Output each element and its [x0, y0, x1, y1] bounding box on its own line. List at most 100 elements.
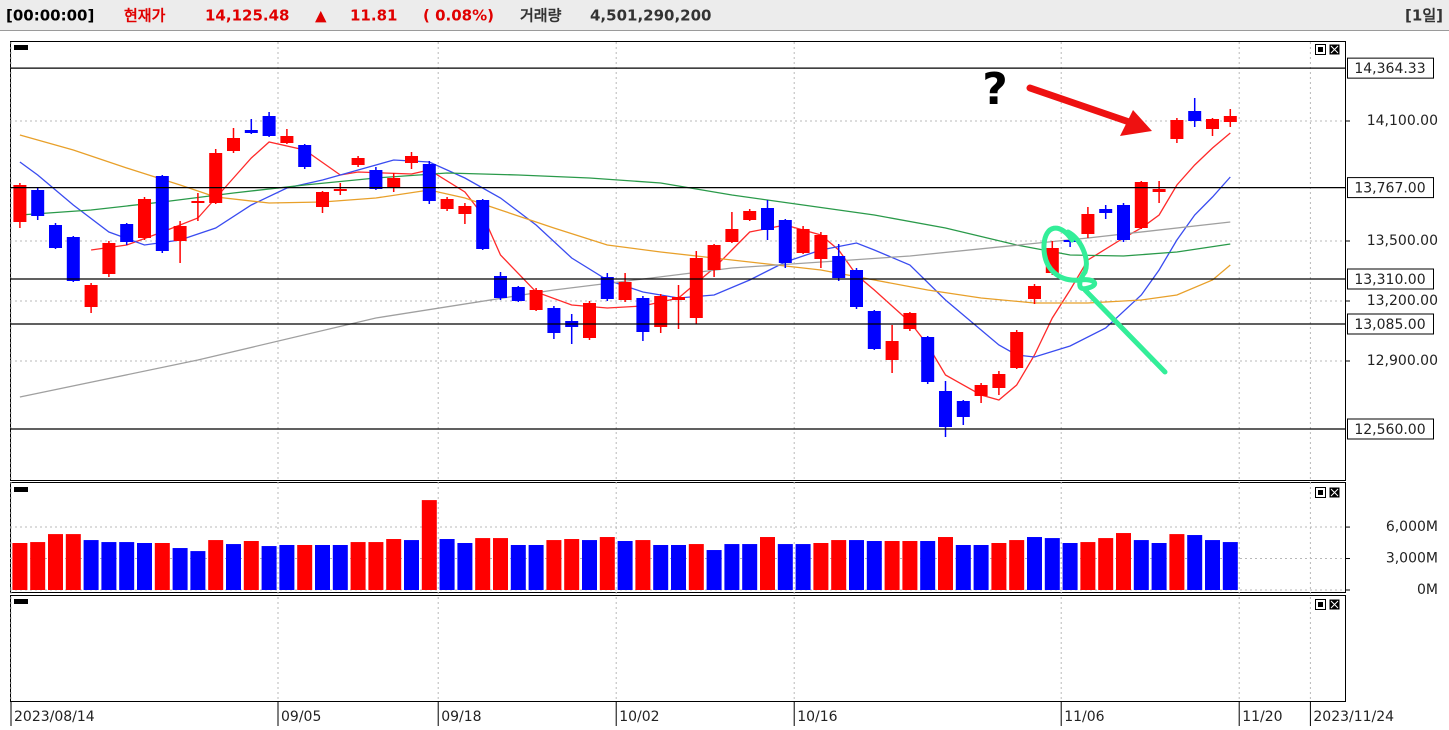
- candle-body: [440, 199, 454, 209]
- volume-bar: [101, 542, 117, 590]
- green-mark: [1041, 225, 1168, 375]
- candle-body: [1188, 111, 1202, 121]
- volume-bar: [154, 543, 170, 590]
- moving-average: [19, 172, 1231, 257]
- volume-bar: [795, 544, 811, 590]
- volume-bar: [1009, 540, 1025, 590]
- moving-average: [91, 132, 1231, 401]
- volume-bar: [528, 544, 544, 590]
- candle-body: [84, 285, 98, 307]
- icon: [1318, 490, 1323, 495]
- red-arrow-head: [1120, 110, 1152, 136]
- candle-body: [867, 311, 881, 349]
- volume-bar: [1187, 535, 1203, 590]
- candle-body: [262, 116, 276, 136]
- empty-panel: [10, 595, 1346, 702]
- candle-body: [583, 303, 596, 338]
- panel-buttons[interactable]: [1315, 599, 1340, 610]
- candle-body: [191, 201, 205, 203]
- candle-body: [1134, 182, 1148, 228]
- candle-body: [316, 192, 329, 207]
- level-label: 12,560.00: [1354, 422, 1425, 438]
- candle-body: [885, 341, 899, 360]
- volume-bar: [1044, 538, 1060, 590]
- volume-bar: [1169, 534, 1185, 590]
- candle-body: [778, 220, 792, 263]
- panel-handle: [14, 599, 28, 604]
- candle-body: [351, 158, 365, 165]
- level-box: [1347, 177, 1434, 199]
- candle-body: [672, 297, 685, 300]
- volume-bar: [920, 541, 936, 590]
- x-tick-label: 09/05: [281, 709, 321, 725]
- volume-bar: [226, 544, 241, 590]
- volume-bar: [1133, 540, 1149, 590]
- volume-bar: [742, 544, 758, 590]
- volume-bar: [849, 540, 864, 590]
- level-label: 13,310.00: [1354, 272, 1425, 288]
- candle-body: [405, 156, 418, 163]
- candle-body: [743, 211, 757, 220]
- candle-body: [31, 190, 45, 216]
- y-tick-label: 13,500.00: [1367, 233, 1438, 249]
- candle-body: [654, 296, 668, 327]
- candle-body: [155, 176, 169, 251]
- candle-body: [1099, 209, 1113, 213]
- candle-body: [102, 243, 116, 274]
- candle-body: [66, 237, 80, 281]
- volume-bar: [172, 548, 188, 590]
- candle-body: [511, 287, 525, 301]
- y-tick-label: 12,900.00: [1367, 353, 1438, 369]
- price-panel: [10, 41, 1346, 481]
- volume-bar: [991, 543, 1007, 590]
- candle-body: [1028, 286, 1041, 299]
- candle-body: [921, 337, 935, 382]
- candle-body: [1117, 205, 1130, 240]
- volume-bar: [564, 539, 580, 590]
- panel-buttons[interactable]: [1315, 44, 1340, 55]
- candle-body: [138, 199, 151, 238]
- volume-bar: [688, 544, 704, 590]
- volume-bar: [279, 544, 295, 590]
- candle-body: [974, 385, 988, 396]
- question-mark: ?: [982, 64, 1008, 115]
- volume-bar: [706, 550, 722, 590]
- candle-body: [458, 206, 472, 214]
- icon: [1330, 45, 1339, 54]
- candle-body: [387, 178, 401, 187]
- volume-bar: [404, 540, 419, 590]
- volume: 4,501,290,200: [590, 7, 711, 25]
- x-tick-label: 09/18: [441, 709, 481, 725]
- volume-bar: [653, 544, 669, 590]
- change-pct: ( 0.08%): [423, 7, 494, 25]
- candle-body: [1206, 119, 1219, 129]
- candle-body: [796, 229, 810, 253]
- candle-body: [209, 153, 223, 203]
- volume-bar: [350, 542, 366, 590]
- volume-bar: [831, 540, 847, 590]
- y-tick-label: 14,100.00: [1367, 113, 1438, 129]
- level-box: [1347, 268, 1434, 290]
- level-label: 14,364.33: [1354, 61, 1425, 77]
- volume-bar: [190, 551, 206, 590]
- level-label: 13,767.00: [1354, 181, 1425, 197]
- volume-bar: [65, 534, 81, 590]
- candle-body: [422, 164, 436, 201]
- price-label: 현재가: [124, 7, 166, 25]
- candle-body: [636, 298, 650, 332]
- candle-body: [832, 256, 846, 278]
- candle-body: [992, 374, 1006, 388]
- volume-bar: [1116, 533, 1131, 590]
- volume-bar: [813, 543, 829, 590]
- candle-body: [476, 200, 490, 249]
- volume-bar: [510, 544, 526, 590]
- y-tick-label: 6,000M: [1386, 519, 1438, 535]
- level-box: [1347, 57, 1434, 79]
- volume-bar: [1151, 543, 1167, 590]
- volume-bar: [243, 541, 259, 590]
- volume-bar: [315, 544, 330, 590]
- y-tick-label: 3,000M: [1386, 551, 1438, 567]
- candle-body: [707, 245, 721, 270]
- panel-buttons[interactable]: [1315, 487, 1340, 498]
